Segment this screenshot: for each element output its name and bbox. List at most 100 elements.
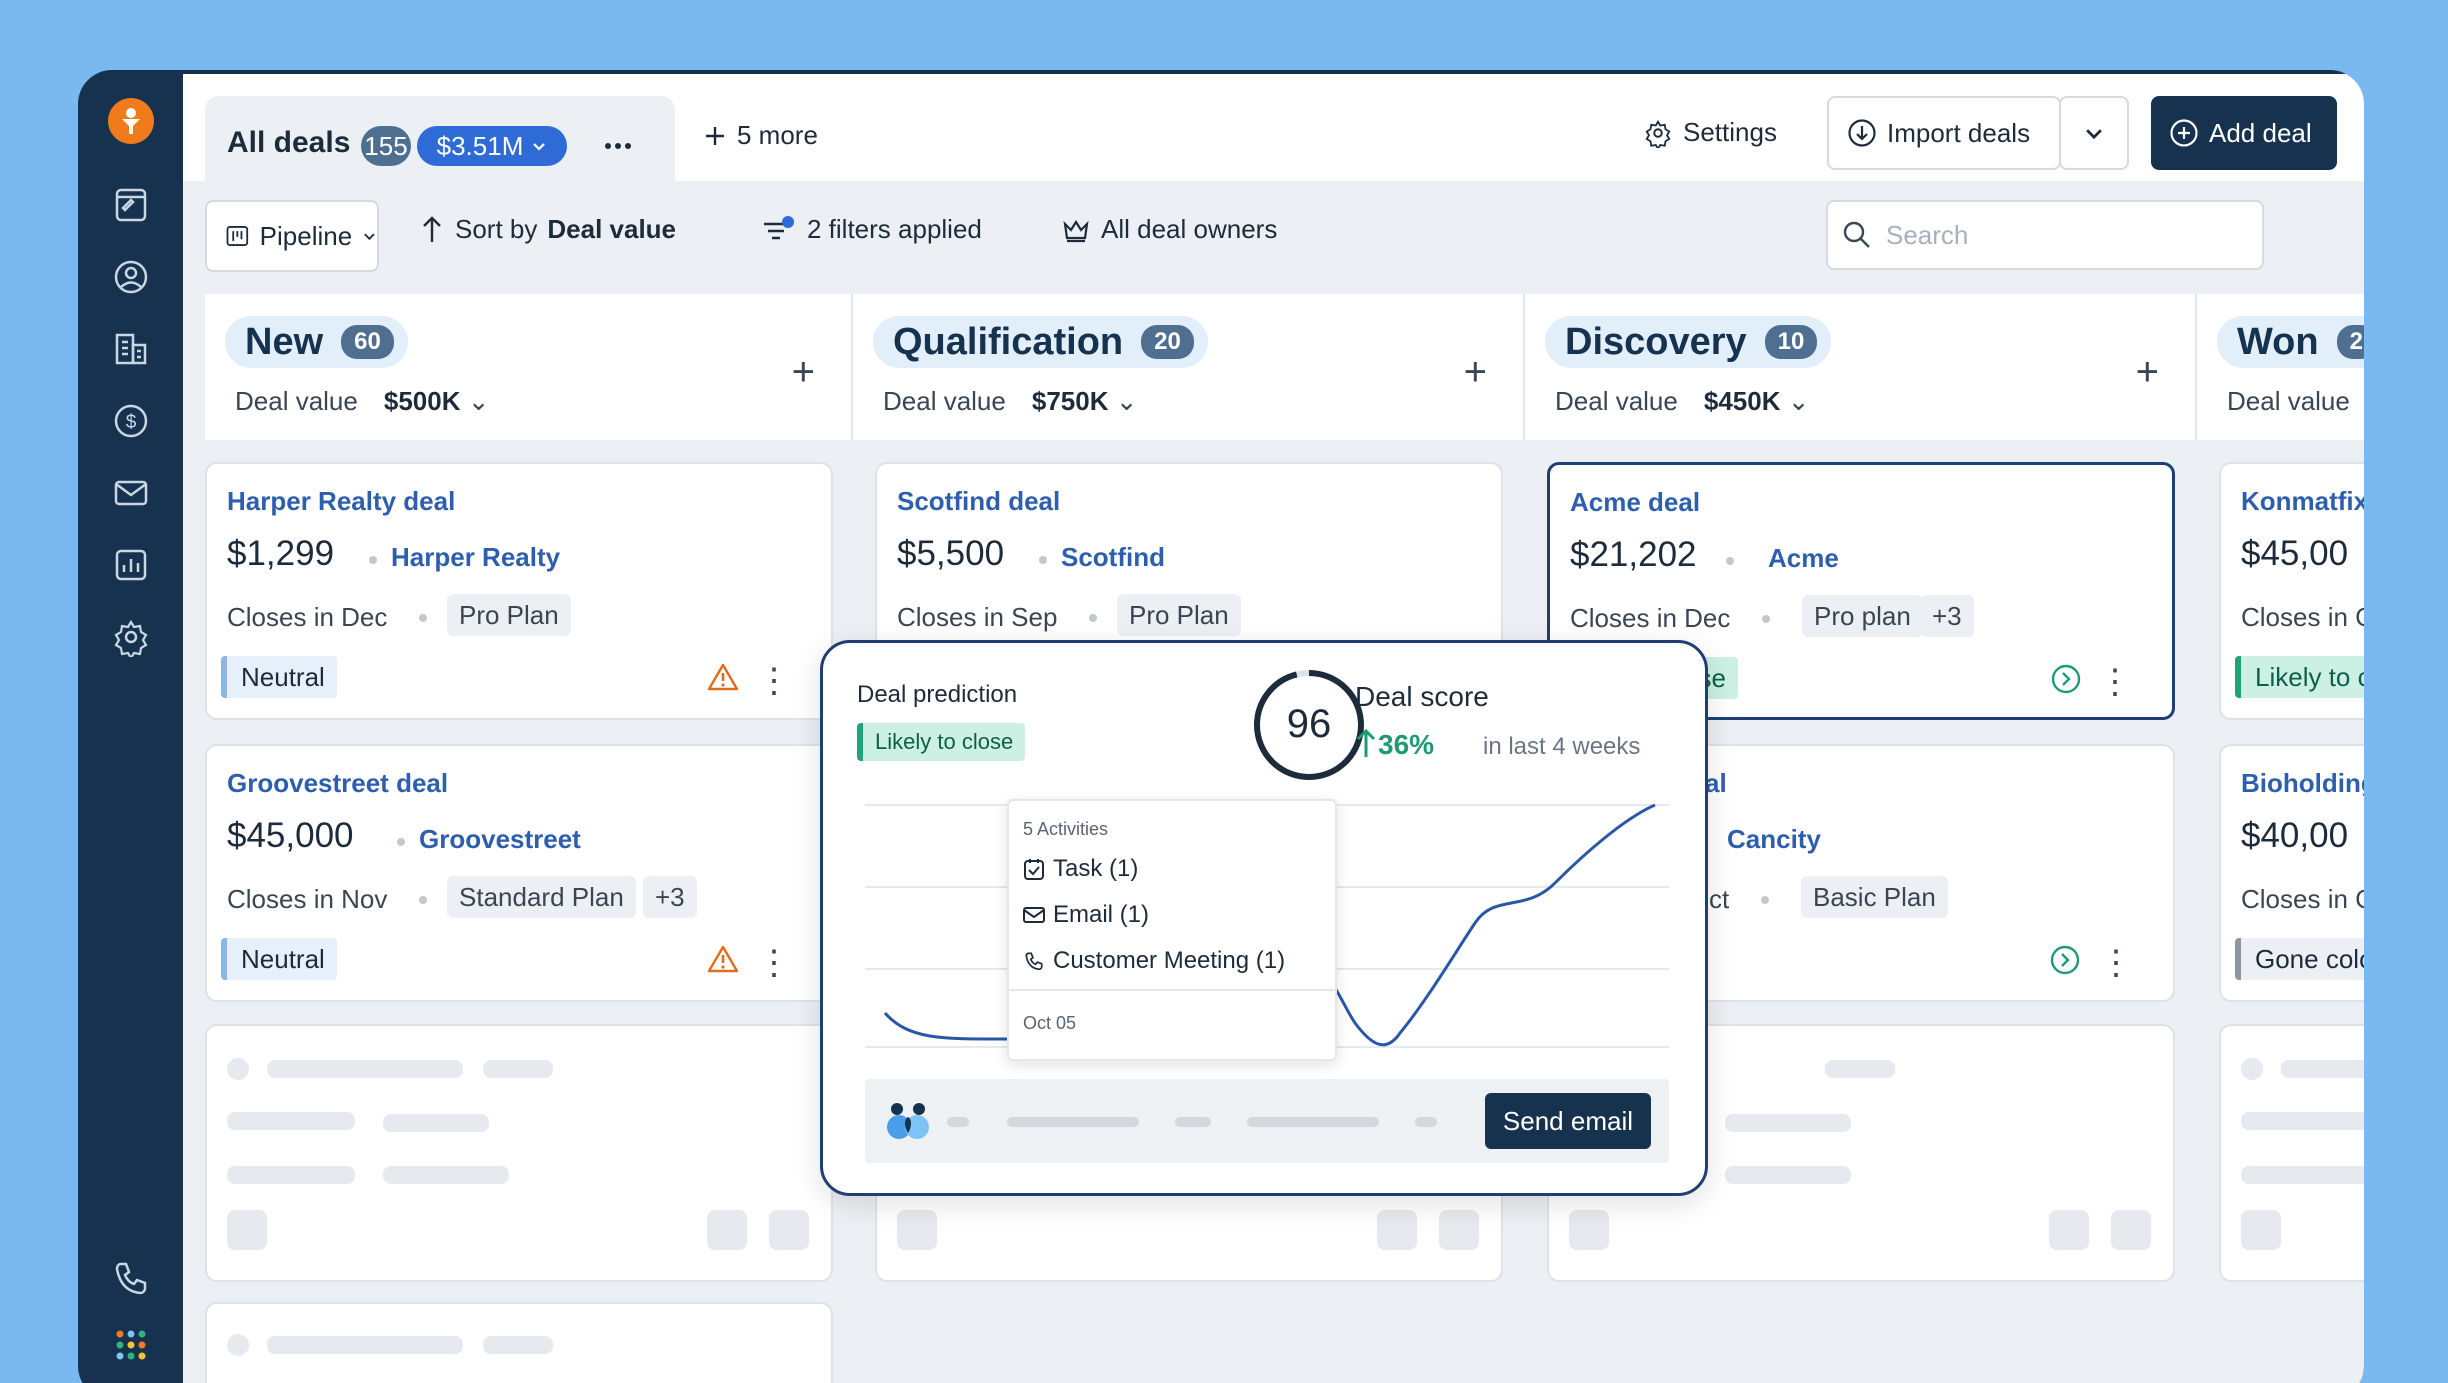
notes-icon[interactable] bbox=[111, 185, 151, 225]
search-input[interactable]: Search bbox=[1826, 200, 2264, 270]
card-menu-icon[interactable]: ⋮ bbox=[2098, 663, 2132, 701]
pipeline-icon bbox=[226, 226, 249, 246]
crm-logo-icon[interactable] bbox=[108, 98, 154, 144]
plan-tag: Standard Plan bbox=[447, 876, 636, 918]
deal-value-label: Deal value bbox=[2227, 386, 2350, 416]
deal-card[interactable]: Harper Realty deal $1,299 Harper Realty … bbox=[205, 462, 833, 720]
score-ring: 96 bbox=[1254, 670, 1364, 780]
deal-name[interactable]: Scotfind deal bbox=[897, 486, 1061, 516]
loading-card bbox=[205, 1302, 833, 1383]
score-period: in last 4 weeks bbox=[1483, 733, 1641, 760]
deal-value-label: Deal value bbox=[883, 386, 1006, 416]
meeting-label: Customer Meeting (1) bbox=[1053, 947, 1286, 974]
apps-grid-icon[interactable] bbox=[111, 1325, 151, 1365]
company-link[interactable]: Scotfind bbox=[1061, 542, 1165, 572]
tab-all-deals[interactable]: All deals 155 $3.51M bbox=[205, 96, 675, 181]
separator-dot bbox=[369, 556, 377, 564]
import-deals-button[interactable]: Import deals bbox=[1827, 96, 2061, 170]
deal-owners-button[interactable]: All deal owners bbox=[1061, 214, 1277, 245]
arrow-up-icon bbox=[423, 215, 441, 242]
close-date: Closes in Dec bbox=[1570, 603, 1731, 633]
chevron-down-icon: ⌄ bbox=[1115, 386, 1138, 416]
deal-value-filter[interactable]: Deal value $500K ⌄ bbox=[235, 386, 490, 417]
mail-icon[interactable] bbox=[111, 473, 151, 513]
plan-tag: Pro Plan bbox=[1117, 594, 1241, 636]
next-step-icon[interactable] bbox=[2049, 944, 2081, 976]
stage-count: 60 bbox=[341, 325, 394, 359]
company-link[interactable]: Acme bbox=[1768, 543, 1839, 573]
card-menu-icon[interactable]: ⋮ bbox=[2099, 944, 2133, 982]
phone-icon bbox=[1025, 952, 1043, 971]
more-tabs-button[interactable]: 5 more bbox=[703, 120, 818, 151]
deal-name[interactable]: Harper Realty deal bbox=[227, 486, 456, 516]
companies-icon[interactable] bbox=[111, 329, 151, 369]
deal-amount: $45,00 bbox=[2241, 534, 2349, 573]
deal-name[interactable]: al bbox=[1705, 768, 1727, 798]
settings-label: Settings bbox=[1683, 117, 1777, 147]
reports-icon[interactable] bbox=[111, 545, 151, 585]
meeting-row: Customer Meeting (1) bbox=[1023, 947, 1285, 975]
import-options-dropdown[interactable] bbox=[2059, 96, 2129, 170]
deal-card[interactable]: Groovestreet deal $45,000 Groovestreet C… bbox=[205, 744, 833, 1002]
chevron-down-icon: ⌄ bbox=[1787, 386, 1810, 416]
email-row: Email (1) bbox=[1023, 901, 1149, 929]
card-menu-icon[interactable]: ⋮ bbox=[757, 662, 791, 700]
deals-dollar-icon[interactable]: $ bbox=[111, 401, 151, 441]
more-tabs-label: 5 more bbox=[737, 120, 818, 150]
separator-dot bbox=[419, 614, 427, 622]
stage-label: New 60 bbox=[225, 316, 408, 368]
deal-name[interactable]: Groovestreet deal bbox=[227, 768, 449, 798]
company-link[interactable]: Harper Realty bbox=[391, 542, 561, 572]
deal-name[interactable]: Acme deal bbox=[1570, 487, 1701, 517]
company-link[interactable]: Groovestreet bbox=[419, 824, 581, 854]
deal-value-dropdown[interactable]: $3.51M bbox=[417, 126, 567, 166]
deal-name[interactable]: Konmatfix bbox=[2241, 486, 2364, 516]
deal-value-amount: $500K bbox=[383, 386, 461, 416]
import-deals-label: Import deals bbox=[1887, 117, 2031, 148]
contacts-icon[interactable] bbox=[111, 257, 151, 297]
separator-dot bbox=[419, 896, 427, 904]
filter-icon bbox=[764, 215, 794, 239]
add-deal-plus-icon[interactable]: + bbox=[791, 350, 815, 394]
activity-tooltip: 5 Activities Task (1) Email (1) Customer… bbox=[1007, 799, 1337, 1061]
filters-button[interactable]: 2 filters applied bbox=[761, 214, 982, 245]
deal-owners-label: All deal owners bbox=[1101, 214, 1278, 244]
sort-button[interactable]: Sort by Deal value bbox=[419, 214, 676, 245]
warning-icon[interactable] bbox=[707, 944, 739, 974]
view-selector[interactable]: Pipeline bbox=[205, 200, 379, 272]
stage-label: Qualification 20 bbox=[873, 316, 1208, 368]
send-email-button[interactable]: Send email bbox=[1484, 1093, 1651, 1149]
deal-value-filter[interactable]: Deal value $450K ⌄ bbox=[1555, 386, 1810, 417]
close-date: Closes in Sep bbox=[897, 602, 1058, 632]
phone-icon[interactable] bbox=[111, 1258, 151, 1298]
sort-prefix: Sort by bbox=[455, 214, 538, 244]
deal-value-filter[interactable]: Deal value bbox=[2227, 386, 2350, 417]
more-tags-badge[interactable]: +3 bbox=[1920, 595, 1974, 637]
deal-name[interactable]: Bioholding bbox=[2241, 768, 2364, 798]
card-menu-icon[interactable]: ⋮ bbox=[757, 944, 791, 982]
chevron-down-icon bbox=[2086, 129, 2102, 140]
settings-gear-icon[interactable] bbox=[111, 617, 151, 657]
separator-dot bbox=[1089, 614, 1097, 622]
warning-icon[interactable] bbox=[707, 662, 739, 692]
stage-label: Won 2 bbox=[2217, 316, 2364, 368]
next-step-icon[interactable] bbox=[2050, 663, 2082, 695]
separator-dot bbox=[397, 838, 405, 846]
search-icon bbox=[1843, 221, 1870, 248]
close-date: ct bbox=[1709, 884, 1730, 914]
deal-value-amount: $450K bbox=[1703, 386, 1781, 416]
add-deal-plus-icon[interactable]: + bbox=[1463, 350, 1487, 394]
deal-card[interactable]: Konmatfix $45,00 Closes in C Likely to c bbox=[2219, 462, 2364, 720]
task-icon bbox=[1024, 859, 1044, 880]
more-options-icon[interactable] bbox=[603, 136, 633, 156]
deal-card[interactable]: Bioholding $40,00 Closes in C Gone colo bbox=[2219, 744, 2364, 1002]
settings-button[interactable]: Settings bbox=[1643, 117, 1777, 148]
add-deal-plus-icon[interactable]: + bbox=[2135, 350, 2159, 394]
deal-value-filter[interactable]: Deal value $750K ⌄ bbox=[883, 386, 1138, 417]
company-link[interactable]: Cancity bbox=[1727, 824, 1821, 854]
deal-value-label: Deal value bbox=[1555, 386, 1678, 416]
add-deal-button[interactable]: Add deal bbox=[2151, 96, 2337, 170]
more-tags-badge[interactable]: +3 bbox=[643, 876, 697, 918]
chevron-down-icon bbox=[533, 143, 546, 151]
deal-prediction-popup: Deal prediction Likely to close 96 Deal … bbox=[820, 640, 1708, 1196]
